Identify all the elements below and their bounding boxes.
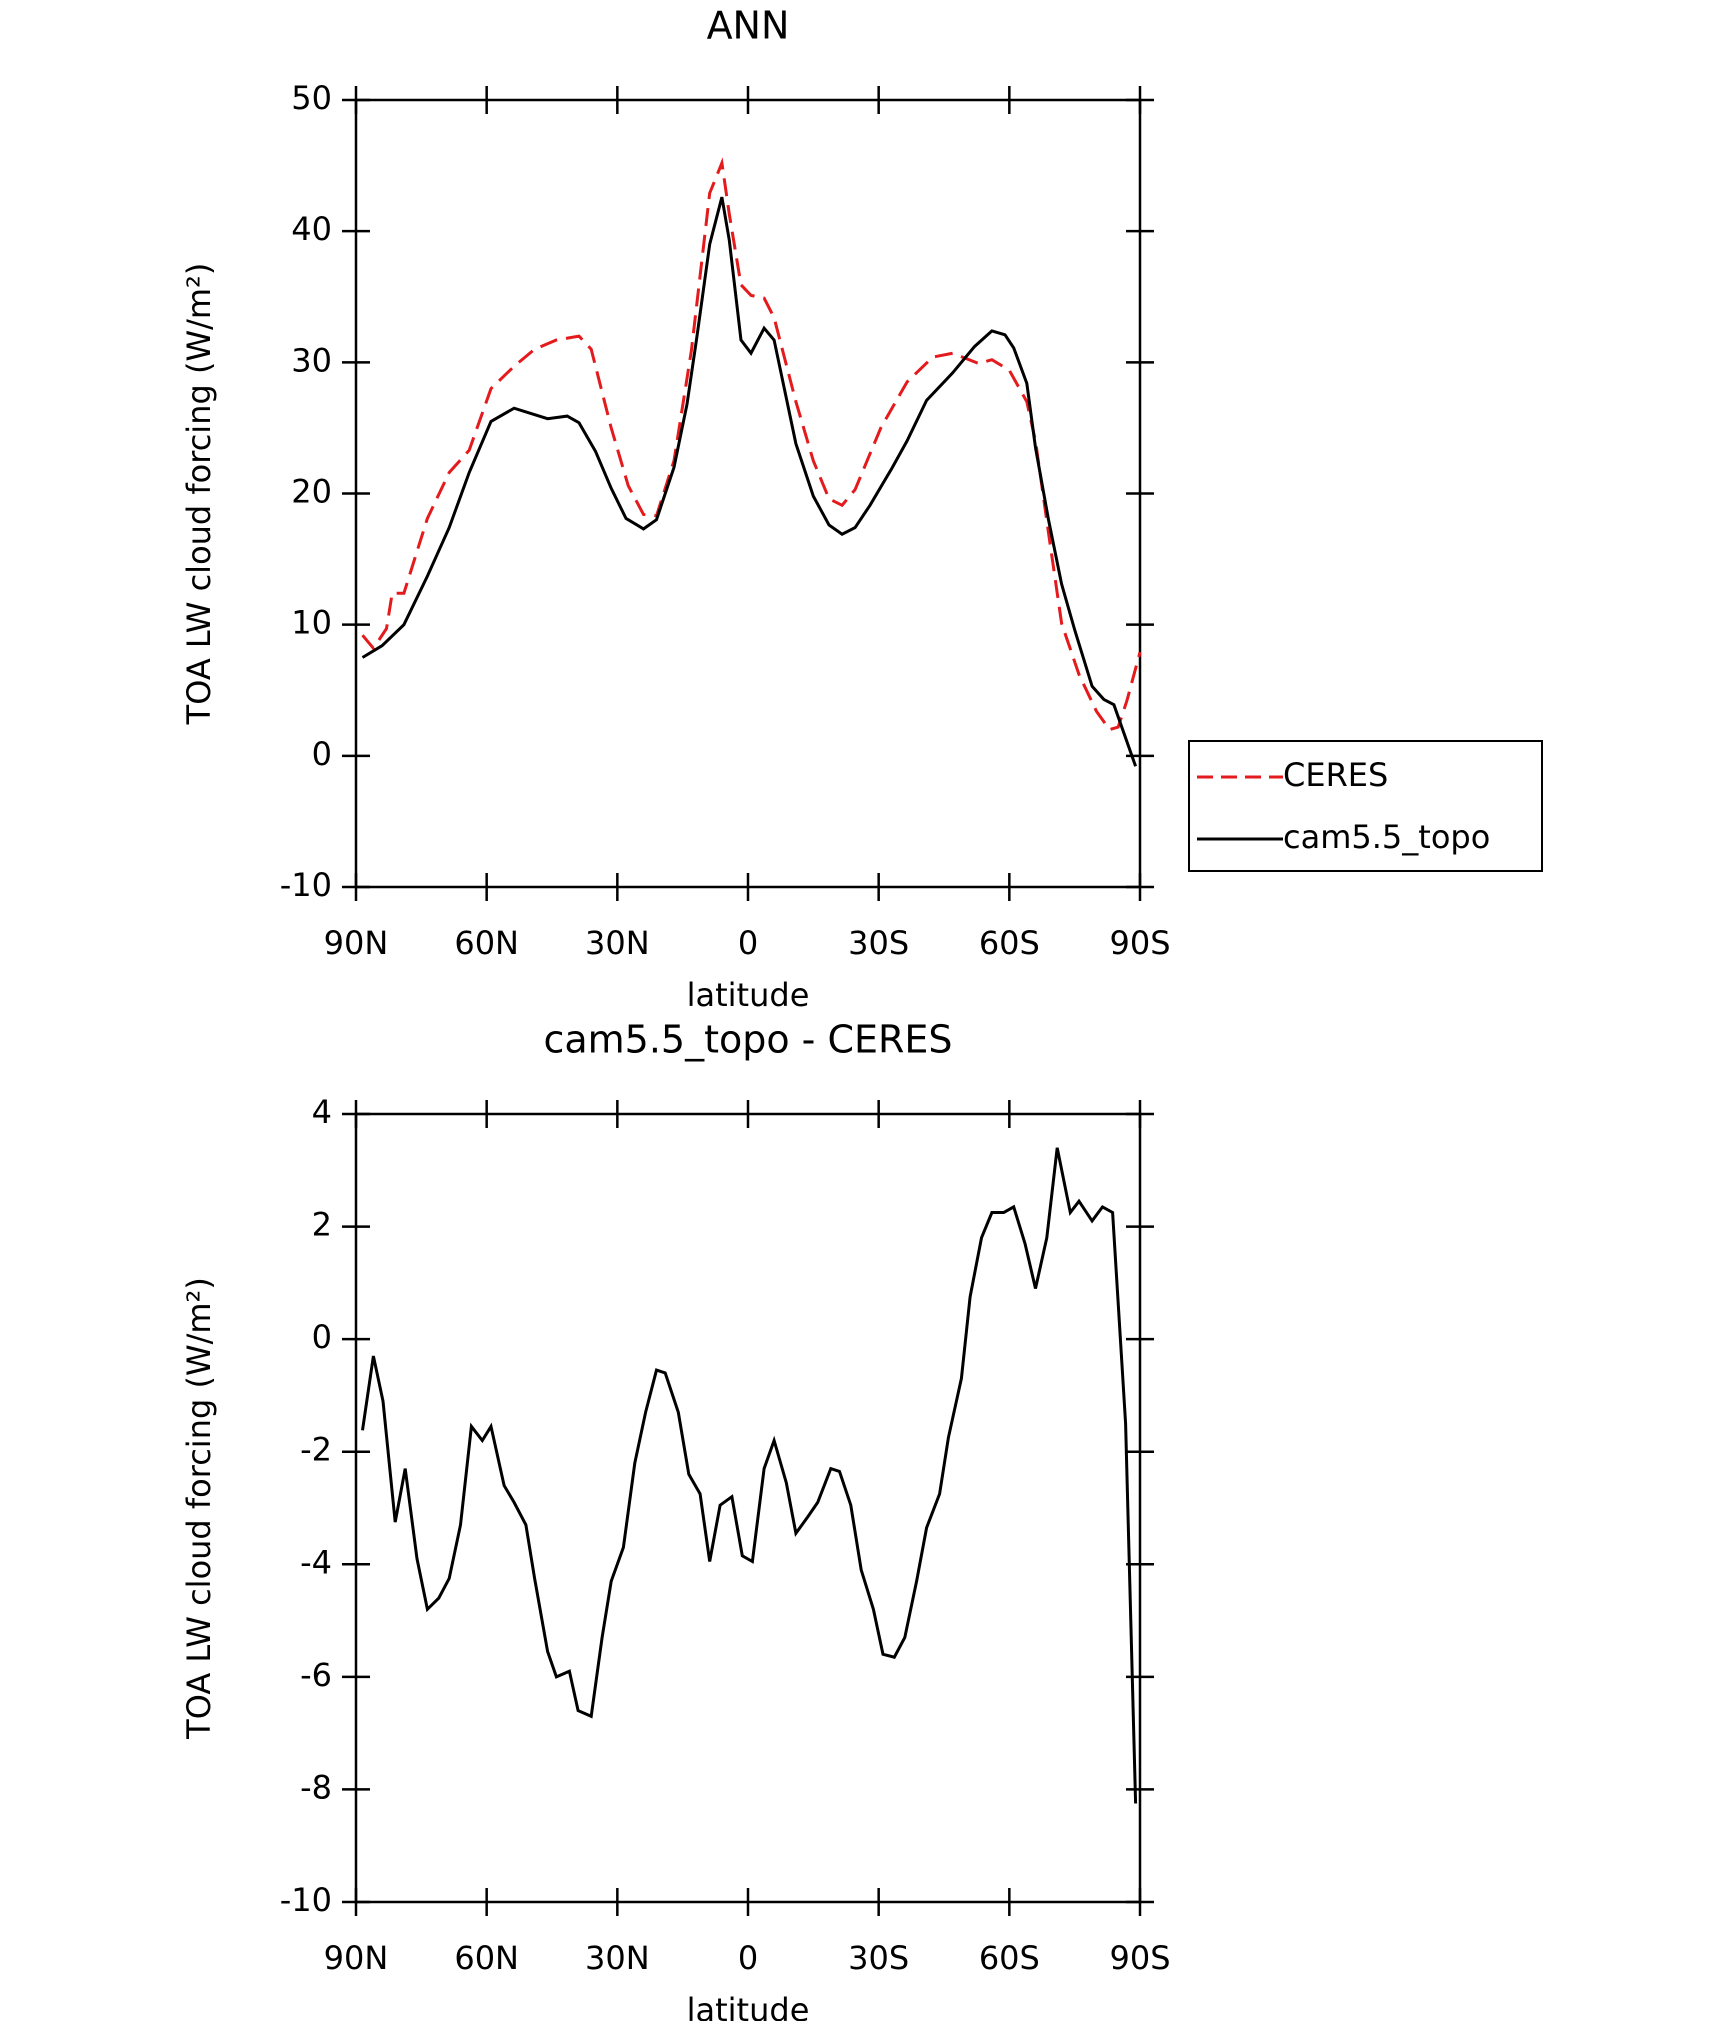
x-axis-label: latitude <box>687 976 810 1014</box>
y-tick-label: -10 <box>280 866 332 904</box>
legend-label: cam5.5_topo <box>1283 818 1490 856</box>
x-tick-label: 90N <box>324 1939 389 1977</box>
y-tick-label: -2 <box>300 1431 332 1469</box>
y-tick-label: 30 <box>291 341 332 379</box>
y-tick-label: 4 <box>312 1093 332 1131</box>
y-tick-label: 2 <box>312 1206 332 1244</box>
x-tick-label: 90S <box>1109 1939 1170 1977</box>
y-tick-label: -6 <box>300 1656 332 1694</box>
y-tick-label: -8 <box>300 1768 332 1806</box>
y-tick-label: 0 <box>312 735 332 773</box>
y-axis-label: TOA LW cloud forcing (W/m²) <box>180 263 218 726</box>
x-tick-label: 30S <box>848 924 909 962</box>
y-tick-label: -10 <box>280 1881 332 1919</box>
series-line <box>361 1147 1138 1804</box>
x-tick-label: 60N <box>454 924 519 962</box>
x-axis-label: latitude <box>687 1991 810 2021</box>
x-tick-label: 0 <box>738 1939 758 1977</box>
x-tick-label: 30N <box>585 1939 650 1977</box>
x-tick-label: 90S <box>1109 924 1170 962</box>
x-tick-label: 60S <box>979 924 1040 962</box>
legend-box <box>1188 740 1543 872</box>
chart-title: cam5.5_topo - CERES <box>543 1018 952 1062</box>
x-tick-label: 90N <box>324 924 389 962</box>
x-tick-label: 30N <box>585 924 650 962</box>
y-tick-label: 50 <box>291 79 332 117</box>
y-tick-label: 0 <box>312 1318 332 1356</box>
x-tick-label: 30S <box>848 1939 909 1977</box>
y-axis-label: TOA LW cloud forcing (W/m²) <box>180 1277 218 1740</box>
chart-title: ANN <box>707 4 790 48</box>
legend-label: CERES <box>1283 756 1388 794</box>
y-tick-label: -4 <box>300 1543 332 1581</box>
y-tick-label: 10 <box>291 604 332 642</box>
y-tick-label: 20 <box>291 473 332 511</box>
x-tick-label: 60S <box>979 1939 1040 1977</box>
series-line <box>361 196 1138 767</box>
series-line <box>361 157 1142 732</box>
x-tick-label: 60N <box>454 1939 519 1977</box>
y-tick-label: 40 <box>291 210 332 248</box>
plot-frame <box>354 98 1142 889</box>
x-tick-label: 0 <box>738 924 758 962</box>
